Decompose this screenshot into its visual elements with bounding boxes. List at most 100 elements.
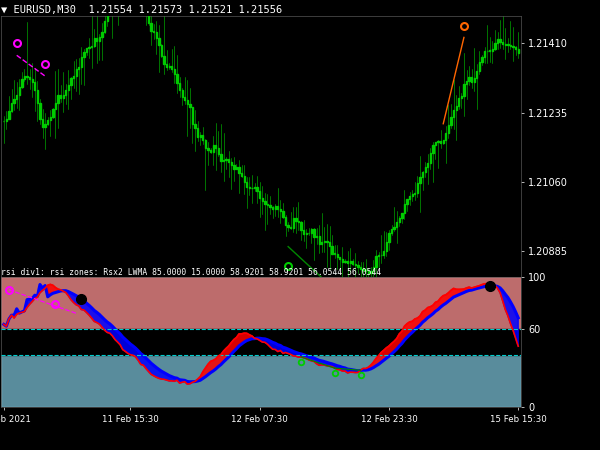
Bar xyxy=(264,201,266,204)
Bar xyxy=(34,81,35,90)
Bar xyxy=(476,71,478,78)
Bar xyxy=(47,120,49,124)
Bar xyxy=(376,256,377,267)
Bar xyxy=(58,95,59,103)
Bar xyxy=(443,140,444,143)
Bar xyxy=(52,109,53,117)
Bar xyxy=(277,206,278,209)
Bar xyxy=(448,125,449,133)
Bar xyxy=(16,95,17,99)
Bar xyxy=(466,81,467,84)
Bar xyxy=(487,50,488,51)
Bar xyxy=(212,145,214,152)
Bar xyxy=(153,31,154,32)
Bar xyxy=(256,187,258,191)
Bar xyxy=(422,172,423,177)
Bar xyxy=(352,261,353,264)
Bar xyxy=(155,32,157,38)
Bar xyxy=(184,98,185,100)
Bar xyxy=(202,135,203,140)
Bar xyxy=(357,265,359,267)
Bar xyxy=(112,7,113,9)
Bar xyxy=(91,45,92,47)
Bar xyxy=(458,98,460,106)
Bar xyxy=(241,173,242,176)
Bar xyxy=(430,153,431,163)
Bar xyxy=(76,69,77,76)
Bar xyxy=(182,90,183,98)
Bar xyxy=(8,111,10,119)
Bar xyxy=(445,133,446,140)
Bar xyxy=(21,79,23,86)
Bar xyxy=(313,230,314,237)
Bar xyxy=(342,259,343,262)
Bar xyxy=(290,227,292,228)
Bar xyxy=(391,229,392,233)
Bar xyxy=(295,218,296,220)
Bar xyxy=(409,196,410,199)
Bar xyxy=(218,148,219,153)
Bar xyxy=(355,264,356,265)
Bar xyxy=(507,44,509,45)
Bar xyxy=(44,124,46,127)
Bar xyxy=(308,233,310,234)
Bar xyxy=(360,267,361,270)
Bar xyxy=(215,145,217,148)
Bar xyxy=(344,261,346,262)
Bar xyxy=(40,104,41,119)
Bar xyxy=(427,163,428,167)
Bar xyxy=(269,205,271,207)
Bar xyxy=(497,39,498,43)
Bar xyxy=(137,0,139,1)
Bar xyxy=(122,0,124,1)
Bar xyxy=(455,106,457,110)
Bar xyxy=(143,3,144,4)
Bar xyxy=(499,39,501,42)
Bar xyxy=(42,119,43,127)
Bar xyxy=(236,167,237,169)
Bar xyxy=(396,222,397,227)
Bar xyxy=(350,261,351,263)
Bar xyxy=(189,104,191,107)
Bar xyxy=(334,253,335,254)
Bar xyxy=(119,1,121,4)
Bar xyxy=(163,56,165,64)
Bar xyxy=(386,242,387,251)
Bar xyxy=(492,49,493,51)
Bar xyxy=(233,166,235,169)
Bar xyxy=(148,14,149,23)
Bar xyxy=(166,64,167,67)
Bar xyxy=(1,355,521,407)
Bar xyxy=(383,251,385,255)
Bar xyxy=(489,50,490,51)
Bar xyxy=(208,148,209,150)
Bar xyxy=(197,128,199,137)
Bar xyxy=(329,242,330,247)
Bar xyxy=(398,218,400,222)
Bar xyxy=(145,4,146,14)
Bar xyxy=(65,90,67,94)
Bar xyxy=(417,184,418,194)
Bar xyxy=(223,160,224,161)
Bar xyxy=(94,38,95,45)
Bar xyxy=(104,21,105,32)
Bar xyxy=(228,159,229,162)
Bar xyxy=(347,261,348,263)
Bar xyxy=(473,78,475,82)
Bar xyxy=(321,242,322,244)
Bar xyxy=(301,221,302,230)
Bar xyxy=(502,42,503,45)
Bar xyxy=(176,74,178,83)
Bar xyxy=(515,47,516,49)
Bar xyxy=(316,236,317,237)
Bar xyxy=(37,90,38,104)
Bar xyxy=(437,141,439,142)
Bar xyxy=(254,187,255,188)
Bar xyxy=(179,83,180,90)
Bar xyxy=(205,140,206,148)
Bar xyxy=(440,141,442,143)
Bar xyxy=(101,32,103,37)
Bar xyxy=(29,77,30,79)
Bar xyxy=(373,267,374,270)
Bar xyxy=(174,69,175,74)
